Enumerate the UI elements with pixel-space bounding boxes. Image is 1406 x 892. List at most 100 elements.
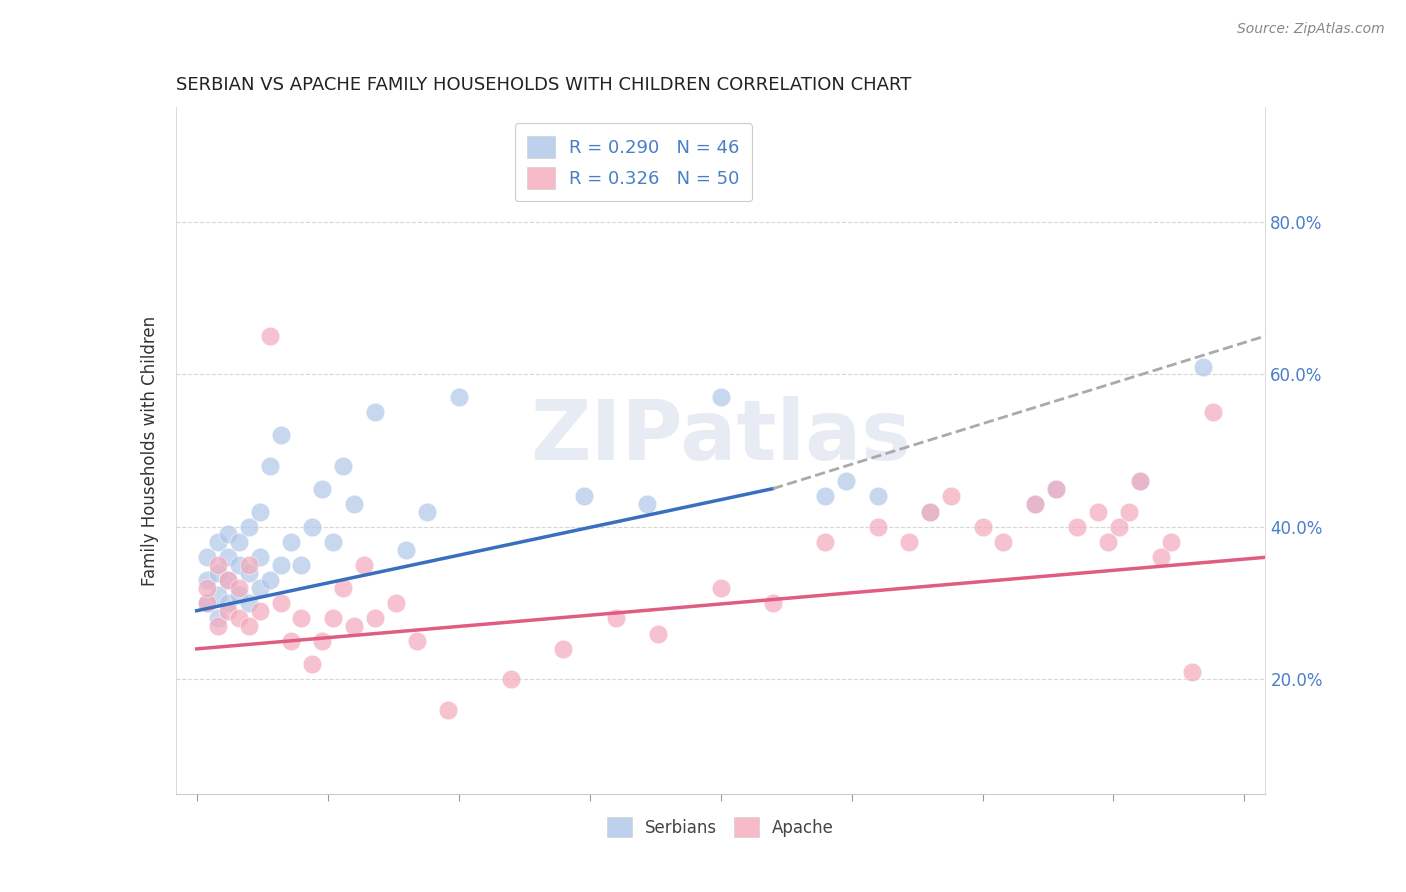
Point	[332, 458, 354, 473]
Point	[311, 634, 333, 648]
Point	[920, 504, 942, 518]
Point	[364, 611, 387, 625]
Point	[270, 428, 292, 442]
Point	[301, 657, 323, 672]
Point	[939, 489, 962, 503]
Point	[1129, 474, 1152, 488]
Point	[311, 482, 333, 496]
Point	[416, 504, 439, 518]
Point	[207, 535, 229, 549]
Point	[814, 489, 837, 503]
Y-axis label: Family Households with Children: Family Households with Children	[141, 316, 159, 585]
Point	[290, 558, 312, 572]
Point	[332, 581, 354, 595]
Text: ZIPatlas: ZIPatlas	[530, 396, 911, 477]
Point	[353, 558, 375, 572]
Point	[280, 634, 302, 648]
Point	[437, 703, 460, 717]
Point	[1160, 535, 1182, 549]
Point	[270, 596, 292, 610]
Point	[364, 405, 387, 419]
Point	[322, 611, 344, 625]
Point	[195, 581, 218, 595]
Point	[647, 626, 669, 640]
Point	[217, 604, 239, 618]
Point	[384, 596, 406, 610]
Point	[343, 497, 366, 511]
Point	[228, 581, 250, 595]
Point	[228, 558, 250, 572]
Point	[395, 542, 418, 557]
Point	[1097, 535, 1119, 549]
Point	[1108, 520, 1130, 534]
Point	[259, 458, 281, 473]
Legend: Serbians, Apache: Serbians, Apache	[600, 810, 841, 844]
Point	[605, 611, 627, 625]
Point	[238, 558, 260, 572]
Point	[499, 673, 522, 687]
Point	[195, 596, 218, 610]
Point	[290, 611, 312, 625]
Point	[217, 550, 239, 565]
Point	[1024, 497, 1046, 511]
Text: SERBIAN VS APACHE FAMILY HOUSEHOLDS WITH CHILDREN CORRELATION CHART: SERBIAN VS APACHE FAMILY HOUSEHOLDS WITH…	[176, 77, 911, 95]
Point	[866, 489, 889, 503]
Point	[636, 497, 658, 511]
Point	[1024, 497, 1046, 511]
Point	[405, 634, 427, 648]
Point	[270, 558, 292, 572]
Point	[195, 573, 218, 587]
Point	[553, 641, 575, 656]
Point	[207, 589, 229, 603]
Point	[207, 611, 229, 625]
Point	[217, 527, 239, 541]
Point	[217, 596, 239, 610]
Point	[259, 573, 281, 587]
Point	[207, 566, 229, 580]
Point	[1181, 665, 1204, 679]
Point	[259, 329, 281, 343]
Point	[762, 596, 785, 610]
Point	[280, 535, 302, 549]
Point	[217, 573, 239, 587]
Point	[301, 520, 323, 534]
Point	[835, 474, 858, 488]
Point	[207, 619, 229, 633]
Point	[249, 604, 271, 618]
Point	[1066, 520, 1088, 534]
Point	[322, 535, 344, 549]
Point	[195, 550, 218, 565]
Point	[447, 390, 470, 404]
Point	[814, 535, 837, 549]
Point	[238, 566, 260, 580]
Point	[249, 581, 271, 595]
Point	[574, 489, 596, 503]
Point	[1202, 405, 1225, 419]
Point	[207, 558, 229, 572]
Point	[228, 589, 250, 603]
Point	[710, 581, 733, 595]
Point	[228, 611, 250, 625]
Point	[866, 520, 889, 534]
Point	[238, 596, 260, 610]
Point	[217, 573, 239, 587]
Point	[710, 390, 733, 404]
Point	[898, 535, 921, 549]
Point	[195, 596, 218, 610]
Point	[1149, 550, 1171, 565]
Point	[1045, 482, 1067, 496]
Point	[238, 619, 260, 633]
Point	[249, 504, 271, 518]
Point	[1118, 504, 1140, 518]
Point	[249, 550, 271, 565]
Point	[1191, 359, 1213, 374]
Point	[993, 535, 1015, 549]
Point	[343, 619, 366, 633]
Point	[920, 504, 942, 518]
Point	[238, 520, 260, 534]
Point	[1129, 474, 1152, 488]
Text: Source: ZipAtlas.com: Source: ZipAtlas.com	[1237, 22, 1385, 37]
Point	[1045, 482, 1067, 496]
Point	[972, 520, 994, 534]
Point	[228, 535, 250, 549]
